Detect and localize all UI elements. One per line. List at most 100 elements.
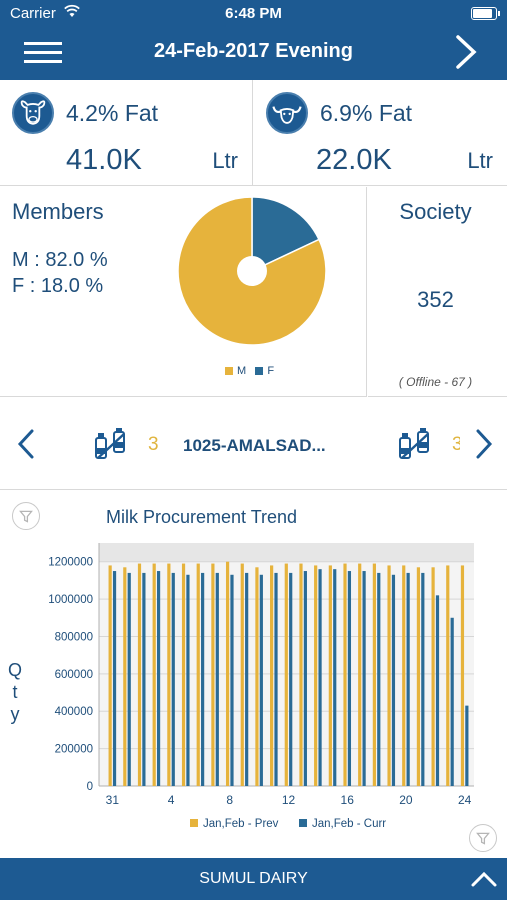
bar-curr (171, 572, 175, 786)
y-axis-label-char: Q (8, 660, 23, 680)
chart-title: Milk Procurement Trend (106, 507, 298, 527)
legend-f-label: F (267, 365, 275, 377)
bar-curr (465, 705, 469, 786)
bar-prev (460, 565, 465, 786)
plot-area (99, 543, 474, 786)
x-tick-label: 16 (341, 793, 355, 807)
fat-summary-row: 4.2% Fat 41.0K Ltr 6.9% Fat 22.0K Ltr (0, 80, 507, 186)
bar-prev (123, 567, 127, 786)
bar-prev (372, 563, 376, 786)
next-society-index: 3 (452, 434, 460, 455)
bar-curr (391, 574, 396, 786)
buffalo-unit: Ltr (467, 148, 493, 173)
y-tick-label: 1200000 (48, 557, 93, 569)
chevron-up-icon (471, 871, 497, 887)
wifi-icon (64, 4, 80, 17)
bar-curr (127, 572, 131, 786)
y-axis-label-char: t (12, 682, 18, 702)
bar-curr (289, 572, 293, 786)
members-card: Members M : 82.0 % F : 18.0 % M F (0, 187, 367, 397)
bar-prev (255, 567, 259, 786)
society-count: 352 (417, 287, 454, 312)
cow-fat-card[interactable]: 4.2% Fat 41.0K Ltr (0, 80, 253, 186)
bar-curr (333, 569, 337, 786)
buffalo-icon (266, 92, 308, 134)
bar-curr (156, 571, 161, 786)
y-tick-label: 400000 (55, 706, 93, 718)
bar-prev (108, 565, 112, 786)
legend-swatch-curr (299, 819, 307, 827)
previous-society-button[interactable] (14, 428, 38, 460)
cow-unit: Ltr (212, 148, 238, 173)
pie-hole (237, 256, 267, 286)
bar-prev (299, 563, 303, 786)
bar-prev (211, 563, 215, 786)
bar-prev (152, 563, 156, 786)
cow-fat-label: 4.2% Fat (66, 100, 159, 126)
bar-curr (377, 572, 381, 786)
society-title: Society (399, 199, 472, 224)
legend-swatch-m (225, 367, 233, 376)
bar-prev (196, 563, 200, 786)
bar-prev (181, 563, 186, 786)
society-navigator: 3 1025-AMALSAD... 3 (0, 398, 507, 490)
bar-curr (406, 572, 410, 786)
bar-prev (225, 561, 230, 786)
dairy-name: SUMUL DAIRY (199, 870, 308, 887)
bar-curr (318, 569, 322, 786)
bar-curr (274, 572, 278, 786)
y-tick-label: 600000 (55, 669, 93, 681)
x-tick-label: 4 (168, 793, 175, 807)
bar-prev (328, 565, 332, 786)
buffalo-fat-card[interactable]: 6.9% Fat 22.0K Ltr (254, 80, 507, 186)
y-tick-label: 200000 (55, 744, 93, 756)
cow-quantity: 41.0K (66, 144, 142, 176)
bar-curr (421, 572, 425, 786)
footer-bar[interactable]: SUMUL DAIRY (0, 858, 507, 900)
bar-curr (215, 572, 219, 786)
bar-prev (167, 563, 171, 786)
bar-prev (402, 565, 406, 786)
carrier-label: Carrier (10, 5, 56, 22)
cow-icon (12, 92, 54, 134)
chevron-left-icon (17, 429, 34, 459)
filter-icon[interactable] (469, 824, 497, 852)
next-day-button[interactable] (452, 34, 480, 70)
bar-prev (387, 565, 391, 786)
legend-swatch-f (255, 367, 264, 376)
bar-prev (240, 563, 244, 786)
menu-button[interactable] (24, 42, 62, 64)
expand-footer-button[interactable] (470, 868, 498, 890)
x-tick-label: 20 (399, 793, 413, 807)
chevron-right-icon (456, 35, 477, 69)
society-offline: ( Offline - 67 ) (398, 375, 473, 389)
y-tick-label: 800000 (55, 631, 93, 643)
next-society-button[interactable] (472, 428, 496, 460)
legend-m-label: M (237, 365, 247, 377)
pie-legend: M F (225, 365, 274, 377)
bar-prev (343, 563, 347, 786)
bar-curr (259, 574, 263, 786)
x-tick-label: 24 (458, 793, 472, 807)
status-time: 6:48 PM (225, 5, 282, 22)
status-bar: Carrier 6:48 PM (0, 0, 507, 28)
legend-prev-label: Jan,Feb - Prev (203, 818, 279, 830)
bar-prev (358, 563, 362, 786)
society-card[interactable]: Society 352 ( Offline - 67 ) (368, 187, 507, 397)
procurement-trend-card: Milk Procurement Trend Q t y 0 200000 4000… (0, 491, 507, 857)
bar-curr (112, 571, 117, 786)
app-header: Carrier 6:48 PM 24-Feb-2017 Evening (0, 0, 507, 80)
members-male-percent: M : 82.0 % (12, 249, 108, 271)
y-tick-label: 0 (87, 781, 93, 793)
bar-curr (186, 574, 190, 786)
hamburger-icon (24, 42, 62, 45)
bar-curr (435, 595, 440, 786)
bar-curr (362, 571, 366, 786)
society-index: 3 (148, 434, 159, 455)
bar-curr (450, 617, 454, 786)
filter-icon[interactable] (12, 502, 40, 530)
pie-slice-f (251, 196, 320, 273)
society-name[interactable]: 1025-AMALSAD... (183, 436, 326, 455)
members-pie-chart (177, 196, 327, 346)
bar-curr (245, 572, 249, 786)
